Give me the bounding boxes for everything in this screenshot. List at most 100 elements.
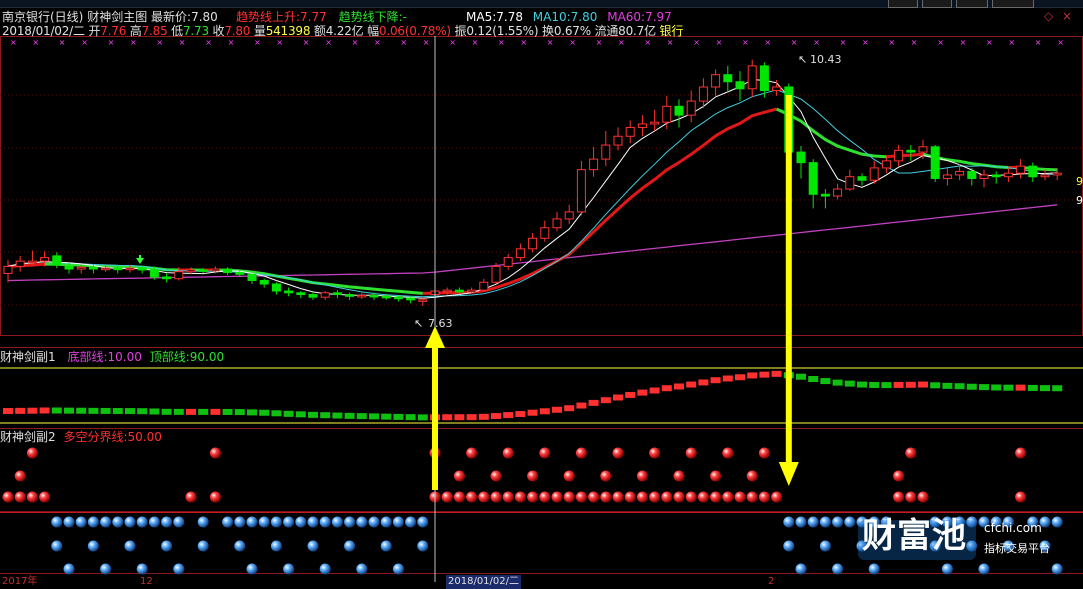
bull-ball — [893, 492, 904, 503]
candle-up — [663, 106, 671, 122]
sub2-name[interactable]: 财神剑副2 — [0, 430, 56, 444]
sub1-bar-up — [918, 382, 928, 388]
top-marker: × — [1035, 38, 1042, 47]
ma5-value: 7.78 — [496, 10, 523, 24]
sub1-top-value: 90.00 — [190, 350, 224, 364]
bull-ball — [27, 492, 38, 503]
diamond-icon[interactable]: ◇ — [1044, 9, 1053, 23]
bull-ball — [491, 492, 502, 503]
sub1-bar-down — [930, 382, 940, 388]
bear-ball — [100, 564, 111, 575]
bull-ball — [39, 492, 50, 503]
bear-ball — [320, 564, 331, 575]
candle-up — [980, 175, 988, 179]
bull-ball — [759, 492, 770, 503]
change-label: 幅 — [367, 24, 379, 38]
bear-ball — [796, 564, 807, 575]
sub1-bar-up — [613, 395, 623, 401]
top-marker: × — [130, 38, 137, 47]
candle-down — [297, 293, 305, 295]
candle-down — [138, 268, 146, 270]
bull-ball — [210, 448, 221, 459]
bear-ball — [783, 541, 794, 552]
bull-ball — [637, 492, 648, 503]
bear-ball — [271, 517, 282, 528]
sub1-bar-up — [467, 414, 477, 420]
sub2-line-label: 多空分界线: — [63, 430, 127, 444]
top-marker: × — [400, 38, 407, 47]
bear-ball — [344, 517, 355, 528]
sub1-bar-down — [52, 408, 62, 414]
bull-ball — [905, 492, 916, 503]
candle-up — [419, 300, 427, 302]
volume-label: 量 — [254, 24, 266, 38]
sub1-bar-down — [64, 408, 74, 414]
bear-ball — [149, 517, 160, 528]
candle-up — [126, 268, 134, 270]
bull-ball — [15, 471, 26, 482]
trend-lines — [8, 109, 1057, 293]
bull-ball — [600, 492, 611, 503]
bull-ball — [905, 448, 916, 459]
candle-down — [407, 298, 415, 300]
candle-down — [797, 152, 805, 163]
sector-label[interactable]: 银行 — [660, 24, 684, 38]
top-marker: × — [862, 38, 869, 47]
close-value: 7.80 — [224, 24, 250, 38]
chart-header: 南京银行(日线) 财神剑主图 最新价:7.80 — [2, 10, 218, 24]
trend-up-label: 趋势线上升: — [236, 10, 300, 24]
candle-up — [846, 177, 854, 189]
volume-value: 541398 — [266, 24, 311, 38]
bull-ball — [478, 492, 489, 503]
bull-ball — [15, 492, 26, 503]
top-marker: × — [179, 38, 186, 47]
sub1-bar-down — [174, 409, 184, 415]
candle-down — [309, 295, 317, 298]
bear-ball — [332, 517, 343, 528]
ma5-line — [8, 80, 1057, 299]
sub1-bar-down — [869, 382, 879, 388]
candle-up — [602, 145, 610, 159]
top-marker: × — [840, 38, 847, 47]
sub1-bar-down — [137, 408, 147, 414]
bear-ball — [247, 517, 258, 528]
bear-ball — [222, 517, 233, 528]
price-grid — [0, 95, 1083, 305]
candle-up — [565, 212, 573, 219]
bear-ball — [393, 517, 404, 528]
sub1-top-label: 顶部线: — [150, 350, 190, 364]
close-icon[interactable]: × — [1062, 9, 1072, 23]
sub1-bar-down — [808, 376, 818, 382]
sub1-bar-up — [662, 385, 672, 391]
bull-ball — [527, 471, 538, 482]
bear-ball — [125, 517, 136, 528]
candle-up — [882, 161, 890, 168]
candle-up — [28, 261, 36, 263]
bull-ball — [649, 448, 660, 459]
main-indicator-name[interactable]: 财神剑主图 — [87, 10, 147, 24]
sub1-bar-down — [162, 409, 172, 415]
bull-ball — [210, 492, 221, 503]
candle-up — [468, 290, 476, 292]
sub1-bar-up — [650, 388, 660, 394]
bull-ball — [454, 492, 465, 503]
bear-ball — [51, 541, 62, 552]
sub1-bar-down — [369, 413, 379, 419]
candle-up — [529, 238, 537, 249]
sub1-bar-down — [88, 408, 98, 414]
bull-ball — [686, 448, 697, 459]
bull-ball — [503, 492, 514, 503]
candle-up — [541, 228, 549, 239]
candle-up — [638, 124, 646, 128]
top-marker: × — [596, 38, 603, 47]
candle-down — [65, 266, 73, 269]
sub1-bar-down — [320, 412, 330, 418]
sub1-name[interactable]: 财神剑副1 — [0, 350, 56, 364]
top-marker: × — [108, 38, 115, 47]
sub1-bar-down — [198, 409, 208, 415]
candle-up — [480, 282, 488, 290]
sub1-bar-up — [186, 409, 196, 415]
sub1-bar-down — [125, 408, 135, 414]
stock-name[interactable]: 南京银行(日线) — [2, 10, 83, 24]
